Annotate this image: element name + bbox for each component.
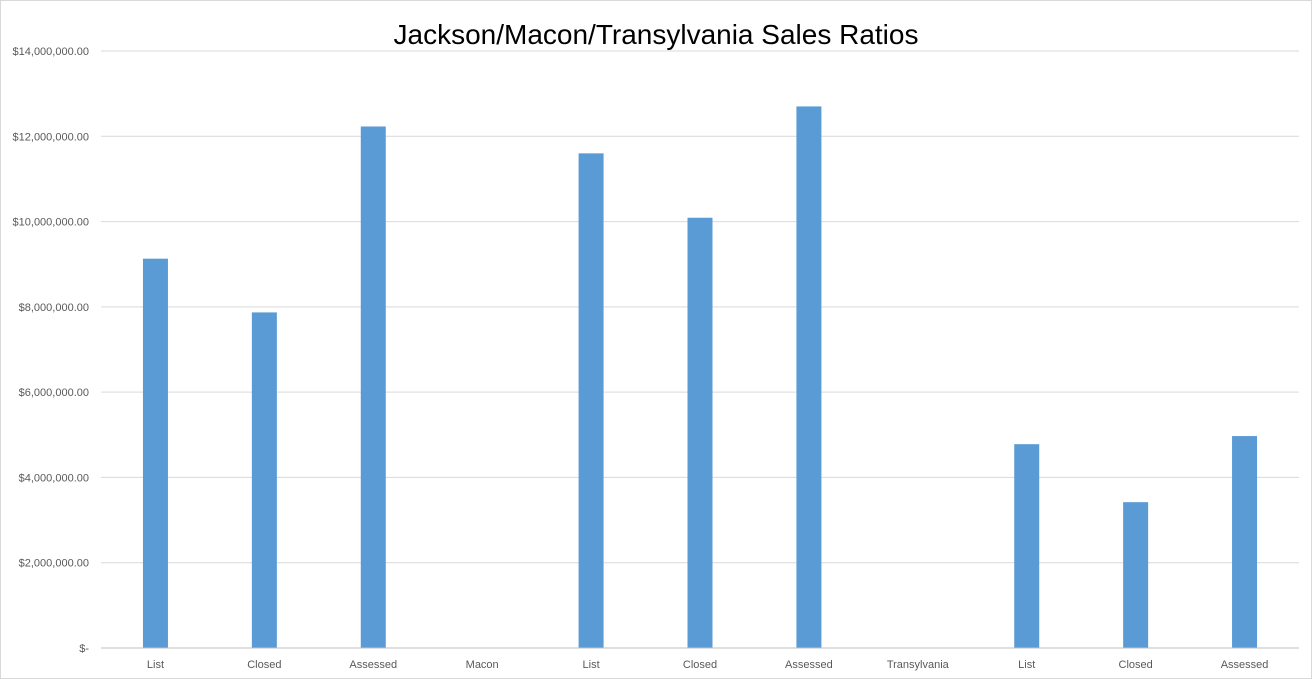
x-axis-tick-labels: List Closed Assessed Macon List Closed Assesse… — [147, 659, 1269, 671]
x-tick-label: List — [147, 659, 164, 671]
x-tick-label: Assessed — [349, 659, 397, 671]
y-tick-label: $10,000,000.00 — [13, 217, 89, 229]
chart-title: Jackson/Macon/Transylvania Sales Ratios — [393, 19, 919, 50]
bar — [687, 217, 713, 648]
x-tick-label: List — [1018, 659, 1035, 671]
y-tick-label: $14,000,000.00 — [13, 46, 89, 58]
x-tick-label: Macon — [466, 659, 499, 671]
bar — [251, 312, 277, 648]
x-tick-label: Transylvania — [887, 659, 950, 671]
bar — [1232, 436, 1258, 648]
x-tick-label: Assessed — [785, 659, 833, 671]
y-tick-label: $8,000,000.00 — [19, 302, 89, 314]
x-tick-label: Closed — [247, 659, 281, 671]
x-tick-label: Assessed — [1221, 659, 1269, 671]
x-tick-label: Closed — [1119, 659, 1153, 671]
bar — [1123, 502, 1149, 648]
y-tick-label: $6,000,000.00 — [19, 387, 89, 399]
x-tick-label: List — [583, 659, 600, 671]
bar — [360, 126, 386, 649]
bar — [1014, 444, 1040, 648]
x-tick-label: Closed — [683, 659, 717, 671]
y-tick-label: $2,000,000.00 — [19, 558, 89, 570]
y-axis-tick-labels: $- $2,000,000.00 $4,000,000.00 $6,000,000.0… — [13, 46, 90, 655]
y-tick-label: $- — [79, 643, 89, 655]
bar — [796, 106, 822, 648]
y-tick-label: $4,000,000.00 — [19, 472, 89, 484]
bars — [142, 106, 1258, 649]
bar — [142, 258, 168, 648]
y-tick-label: $12,000,000.00 — [13, 131, 89, 143]
bar — [578, 153, 604, 649]
